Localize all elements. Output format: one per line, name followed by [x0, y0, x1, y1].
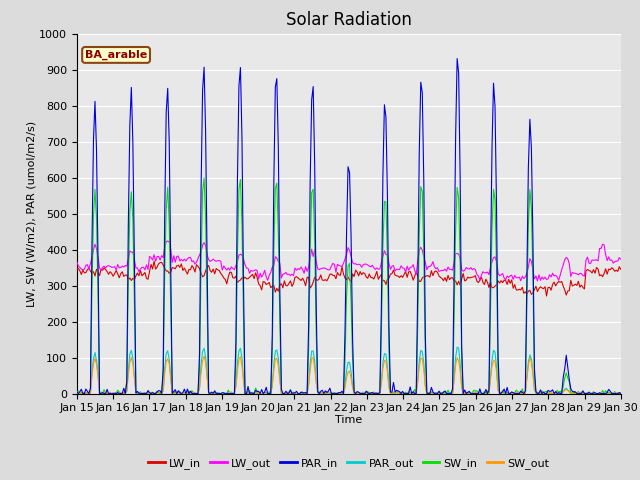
LW_in [312, 277, 320, 283]
LW_in [589, 267, 597, 273]
PAR_in [237, 65, 244, 71]
PAR_in [74, 391, 82, 396]
SW_out [617, 390, 625, 396]
LW_in [140, 271, 147, 277]
LW_out [312, 259, 320, 265]
SW_out [200, 353, 208, 359]
LW_out [73, 259, 81, 264]
PAR_out [141, 391, 149, 396]
Line: LW_in: LW_in [77, 261, 621, 296]
LW_in [543, 293, 550, 299]
PAR_in [312, 305, 320, 311]
LW_out [617, 256, 625, 262]
LW_out [237, 252, 244, 257]
LW_out [255, 276, 262, 282]
PAR_out [73, 390, 81, 396]
SW_out [588, 390, 596, 396]
Line: PAR_in: PAR_in [77, 59, 621, 394]
PAR_out [617, 390, 625, 396]
SW_out [312, 380, 320, 386]
SW_in [73, 390, 81, 396]
LW_out [264, 277, 271, 283]
LW_in [264, 281, 271, 287]
PAR_in [264, 391, 271, 396]
Line: PAR_out: PAR_out [77, 347, 621, 394]
SW_out [73, 391, 81, 396]
LW_in [150, 258, 158, 264]
PAR_in [255, 388, 262, 394]
PAR_in [73, 389, 81, 395]
LW_out [589, 257, 597, 263]
Line: LW_out: LW_out [77, 241, 621, 281]
SW_in [617, 391, 625, 396]
Line: SW_out: SW_out [77, 356, 621, 394]
PAR_out [312, 379, 320, 384]
PAR_in [453, 56, 461, 61]
SW_in [76, 391, 84, 396]
SW_out [255, 391, 262, 396]
PAR_in [141, 391, 149, 396]
Title: Solar Radiation: Solar Radiation [286, 11, 412, 29]
PAR_out [589, 391, 597, 396]
LW_in [255, 281, 262, 287]
PAR_out [255, 390, 262, 396]
PAR_in [589, 390, 597, 396]
PAR_out [453, 344, 461, 350]
LW_in [73, 267, 81, 273]
SW_in [266, 391, 273, 396]
PAR_out [237, 346, 244, 351]
LW_out [534, 278, 541, 284]
SW_in [256, 391, 264, 396]
Legend: LW_in, LW_out, PAR_in, PAR_out, SW_in, SW_out: LW_in, LW_out, PAR_in, PAR_out, SW_in, S… [143, 453, 554, 473]
X-axis label: Time: Time [335, 415, 362, 425]
PAR_in [617, 391, 625, 396]
SW_out [237, 354, 244, 360]
LW_in [617, 266, 625, 272]
SW_in [314, 389, 321, 395]
PAR_out [264, 391, 271, 396]
PAR_out [74, 391, 82, 396]
Y-axis label: LW, SW (W/m2), PAR (umol/m2/s): LW, SW (W/m2), PAR (umol/m2/s) [26, 120, 36, 307]
SW_in [238, 223, 246, 228]
SW_in [141, 390, 149, 396]
SW_out [140, 390, 147, 396]
SW_out [264, 391, 271, 396]
SW_in [589, 389, 597, 395]
LW_in [237, 277, 244, 283]
Line: SW_in: SW_in [77, 178, 621, 394]
Text: BA_arable: BA_arable [85, 50, 147, 60]
LW_out [164, 238, 172, 244]
LW_out [140, 264, 147, 270]
SW_in [200, 175, 208, 181]
